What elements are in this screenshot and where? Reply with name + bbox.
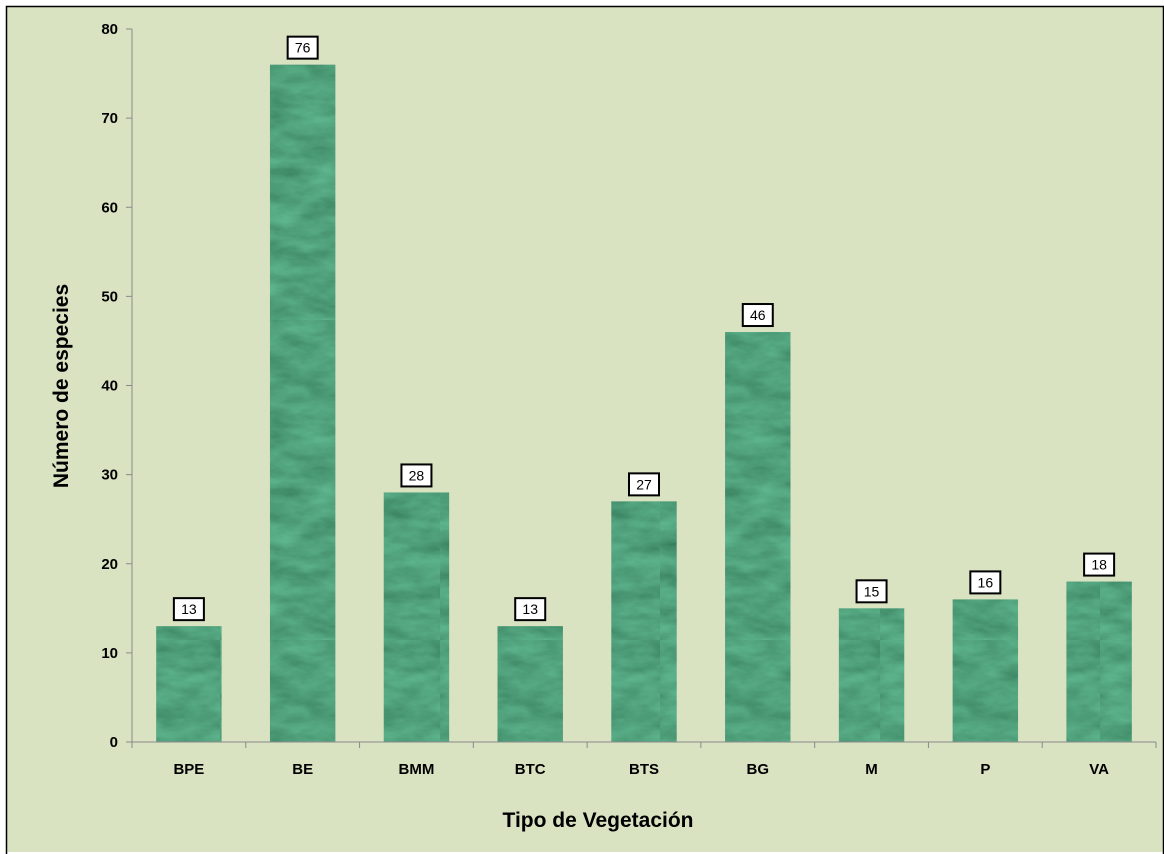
data-label-box [400,463,433,488]
data-label-va: 18 [1091,557,1107,573]
x-axis-title: Tipo de Vegetación [503,809,694,832]
data-label-box [286,35,319,60]
data-label-btc: 13 [522,601,538,617]
data-label-be: 76 [295,40,311,56]
y-axis-title: Número de especies [50,284,73,488]
data-labels-layer: 13 76 28 13 27 46 15 16 18 [172,35,1116,622]
y-tick-label: 30 [101,467,118,484]
x-tick-label-p: P [980,761,990,778]
x-tick-label-bmm: BMM [399,761,435,778]
bar-bts [611,501,677,742]
y-tick-label: 40 [101,378,118,395]
bars-layer [156,64,1132,742]
y-tick-label: 80 [101,21,118,38]
bar-bg [725,332,791,742]
x-axis-ticks: BPE BE BMM BTC BTS BG M P VA [131,742,1157,778]
x-tick-label-bg: BG [747,761,770,778]
x-tick-label-va: VA [1089,761,1109,778]
y-tick-label: 10 [101,645,118,662]
data-label-m: 15 [864,583,880,599]
x-tick-label-btc: BTC [515,761,546,778]
x-tick-label-bts: BTS [629,761,659,778]
bar-btc [497,626,563,742]
bar-p [952,599,1019,742]
y-axis-ticks: 0 10 20 30 40 50 60 70 80 [101,21,132,751]
y-tick-label: 0 [110,734,118,751]
y-tick-label: 60 [101,199,118,216]
x-tick-label-bpe: BPE [173,761,204,778]
bar-va [1066,581,1132,742]
data-label-box [741,303,774,328]
bar-be [269,64,336,742]
data-label-box [1083,552,1116,577]
data-label-bts: 27 [636,476,652,492]
data-label-p: 16 [978,574,994,590]
bar-m [838,608,905,742]
data-label-bg: 46 [750,307,766,323]
x-tick-label-m: M [865,761,878,778]
bar-bpe [156,626,222,742]
data-label-bpe: 13 [181,601,197,617]
data-label-box [969,570,1002,595]
data-label-box [514,597,547,622]
y-tick-label: 70 [101,110,118,127]
data-label-box [628,472,660,497]
data-label-box [855,579,888,604]
y-tick-label: 20 [101,556,118,573]
y-tick-label: 50 [101,288,118,305]
data-label-box [172,597,205,622]
data-label-bmm: 28 [409,467,425,483]
x-tick-label-be: BE [292,761,313,778]
bar-bmm [383,492,450,742]
